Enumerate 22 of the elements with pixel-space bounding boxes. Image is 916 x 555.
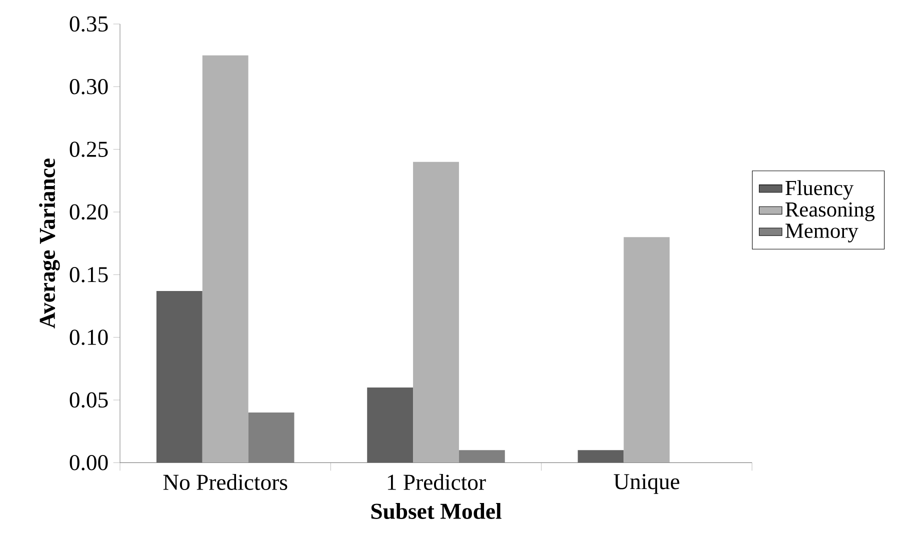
bar xyxy=(202,55,248,463)
legend-label: Fluency xyxy=(786,180,854,200)
x-tick-label: No Predictors xyxy=(163,474,288,490)
y-tick-label: 0.30 xyxy=(70,79,108,95)
bar xyxy=(578,450,624,463)
y-tick-label: 0.25 xyxy=(70,142,108,158)
bar xyxy=(156,291,202,463)
y-tick-label: 0.20 xyxy=(70,204,108,220)
legend-label: Reasoning xyxy=(786,202,875,222)
y-axis-title: Average Variance xyxy=(39,158,60,329)
x-tick-label: Unique xyxy=(614,474,680,494)
x-axis-title: Subset Model xyxy=(371,503,502,520)
y-tick-label: 0.10 xyxy=(70,330,108,346)
y-tick-label: 0.05 xyxy=(70,392,108,408)
bar xyxy=(413,162,459,463)
y-tick-label: 0.15 xyxy=(70,267,108,283)
bar xyxy=(624,237,670,463)
y-tick-label: 0.00 xyxy=(70,455,108,471)
legend-label: Memory xyxy=(786,224,858,243)
y-tick-label: 0.35 xyxy=(70,16,108,32)
x-tick-label: 1 Predictor xyxy=(388,474,486,490)
bar xyxy=(367,388,414,463)
